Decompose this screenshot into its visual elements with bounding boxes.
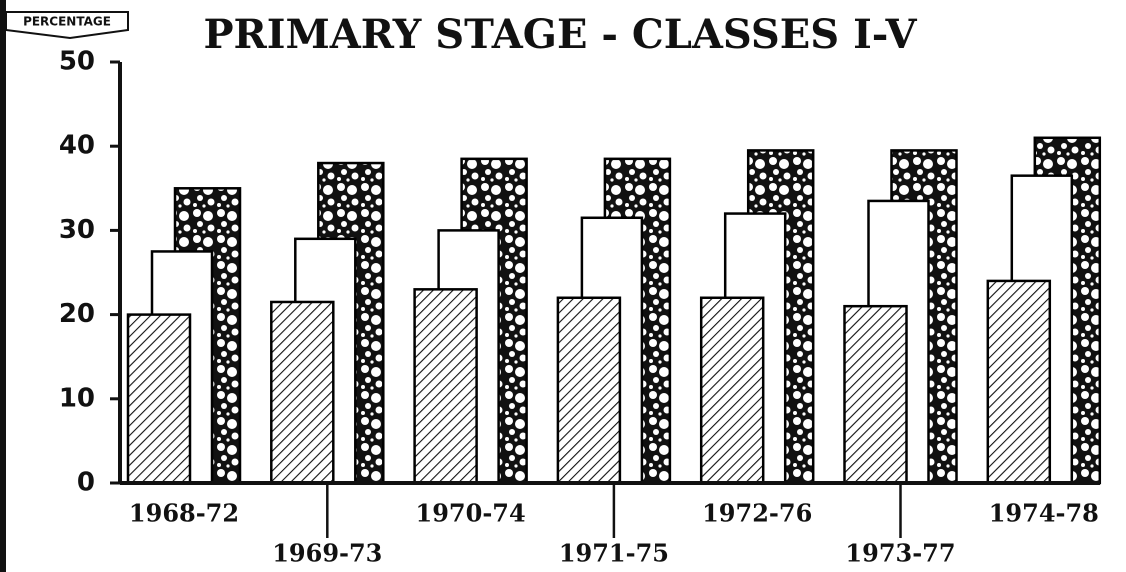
bar [843, 304, 908, 485]
y-label-box [5, 11, 129, 40]
y-tick-label: 40 [59, 131, 95, 161]
x-tick-label: 1969-73 [272, 539, 382, 568]
x-tick-label: 1974-78 [989, 499, 1099, 528]
chart-title: PRIMARY STAGE - CLASSES I-V [203, 11, 917, 58]
y-tick-label: 0 [77, 468, 95, 498]
y-tick-label: 10 [59, 383, 95, 413]
edge [0, 0, 6, 572]
x-tick-label: 1973-77 [845, 539, 955, 568]
bar [270, 300, 335, 485]
bar [986, 279, 1052, 485]
x-tick-label: 1971-75 [559, 539, 669, 568]
y-tick-label: 50 [59, 47, 95, 77]
y-axis-label: PERCENTAGE [23, 15, 111, 29]
bar [413, 288, 478, 485]
x-tick-label: 1972-76 [702, 499, 812, 528]
y-tick-label: 30 [59, 215, 95, 245]
x-tick-label: 1970-74 [416, 499, 526, 528]
x-tick-label: 1968-72 [129, 499, 239, 528]
bar [126, 313, 192, 485]
bar [699, 296, 765, 485]
y-tick-label: 20 [59, 299, 95, 329]
bar [556, 296, 622, 485]
